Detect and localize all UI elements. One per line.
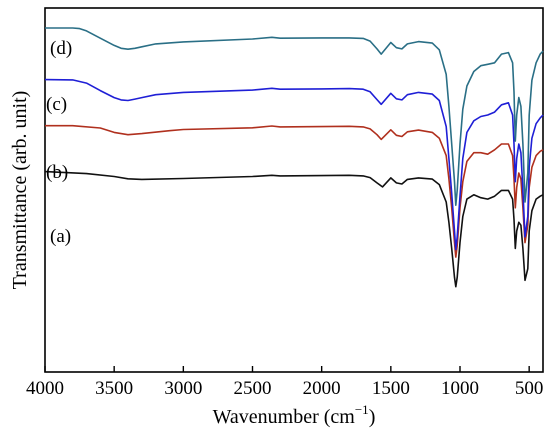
spectra-group — [44, 27, 544, 288]
y-axis-title: Transmittance (arb. unit) — [9, 91, 31, 290]
x-tick-label: 1500 — [372, 378, 410, 399]
spectrum-line-c — [44, 78, 544, 251]
x-tick-label: 1000 — [441, 378, 479, 399]
x-tick-label: 2500 — [234, 378, 272, 399]
plot-frame — [44, 7, 544, 373]
spectrum-line-a — [44, 170, 544, 288]
x-tick-label: 4000 — [26, 378, 64, 399]
x-tick-label: 3500 — [95, 378, 133, 399]
curve-label-a: (a) — [50, 226, 71, 247]
curve-label-b: (b) — [46, 162, 68, 183]
x-tick-label: 3000 — [164, 378, 202, 399]
curve-label-c: (c) — [46, 94, 67, 115]
x-axis-title-sup: −1 — [355, 402, 369, 417]
spectrum-line-b — [45, 124, 544, 258]
x-axis-title: Wavenumber (cm−1) — [213, 402, 376, 428]
spectrum-line-d — [45, 27, 544, 206]
x-axis-title-main: Wavenumber (cm — [213, 406, 356, 428]
x-axis-title-close: ) — [369, 406, 376, 428]
curve-labels: (a) (b) (c) (d) — [46, 38, 72, 247]
x-tick-label: 500 — [515, 378, 544, 399]
x-tick-label: 2000 — [303, 378, 341, 399]
curve-label-d: (d) — [50, 38, 72, 59]
x-axis-ticks: 4000 3500 3000 2500 2000 1500 1000 500 — [26, 366, 543, 399]
